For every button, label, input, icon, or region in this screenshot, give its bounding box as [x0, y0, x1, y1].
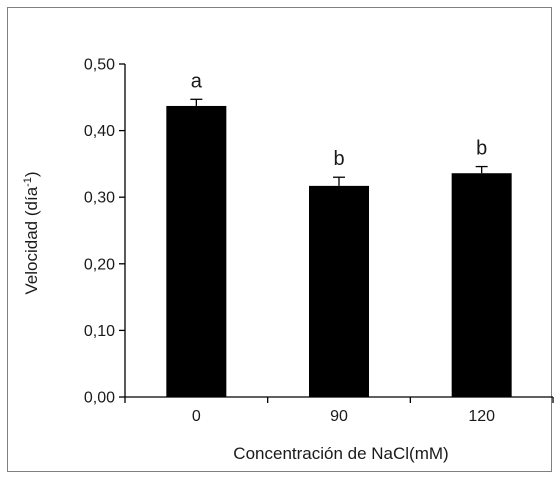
y-tick-label: 0,40: [84, 123, 115, 140]
y-axis-title-main: Velocidad (día: [22, 186, 41, 294]
significance-labels: a b b: [191, 70, 487, 170]
y-axis-ticks: 0,00 0,10 0,20 0,30 0,40 0,50: [84, 57, 125, 407]
x-tick-label: 0: [192, 408, 201, 425]
x-axis-title: Concentración de NaCl(mM): [233, 444, 448, 463]
y-tick-label: 0,30: [84, 190, 115, 207]
x-tick-label: 90: [330, 408, 348, 425]
y-tick-label: 0,00: [84, 390, 115, 407]
bar: [451, 173, 512, 397]
bars: [166, 105, 512, 397]
significance-label: a: [191, 70, 203, 92]
error-bars: [190, 98, 488, 186]
y-tick-label: 0,20: [84, 256, 115, 273]
y-tick-label: 0,10: [84, 323, 115, 340]
significance-label: b: [476, 138, 487, 160]
x-tick-label: 120: [468, 408, 495, 425]
y-axis-title: Velocidad (día-1): [22, 171, 41, 294]
y-axis-title-close: ): [22, 171, 41, 177]
y-tick-label: 0,50: [84, 57, 115, 74]
significance-label: b: [333, 148, 344, 170]
x-axis-ticks: 0 90 120: [124, 397, 554, 425]
y-axis-title-sup: -1: [22, 177, 34, 187]
bar: [166, 105, 227, 397]
bar: [309, 185, 369, 397]
